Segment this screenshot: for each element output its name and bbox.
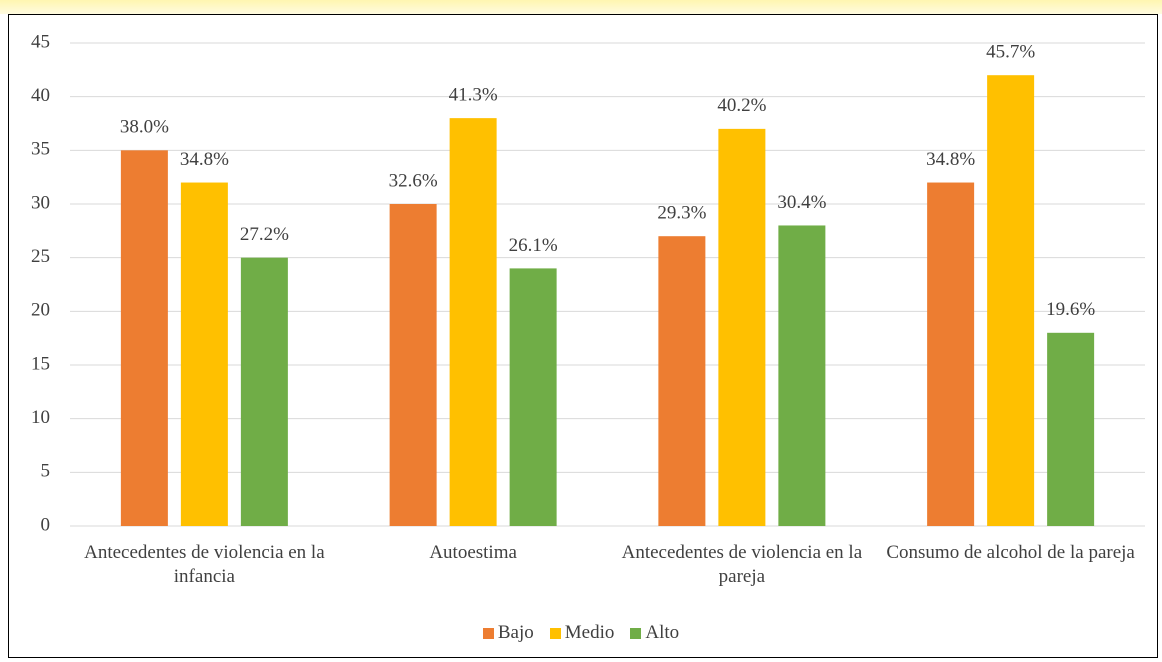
data-label: 40.2%: [717, 95, 766, 116]
y-tick-label: 40: [31, 85, 50, 106]
y-tick-label: 15: [31, 353, 50, 374]
data-label: 34.8%: [926, 149, 975, 170]
data-label: 38.0%: [120, 117, 169, 138]
legend: Bajo Medio Alto: [0, 622, 1162, 644]
bar: [180, 182, 228, 527]
data-label: 30.4%: [777, 192, 826, 213]
bar: [927, 182, 975, 527]
legend-item: Alto: [630, 622, 679, 644]
legend-label: Alto: [645, 622, 680, 643]
bar: [240, 257, 288, 526]
legend-swatch: [549, 627, 561, 639]
data-label: 27.2%: [240, 224, 289, 245]
bar: [718, 128, 766, 526]
legend-item: Bajo: [482, 622, 534, 644]
bar: [658, 236, 706, 526]
legend-label: Bajo: [497, 622, 534, 643]
data-label: 45.7%: [986, 42, 1035, 63]
y-tick-label: 45: [31, 31, 50, 52]
bar: [1047, 332, 1095, 526]
x-tick-label: Consumo de alcohol de la pareja: [886, 542, 1135, 563]
x-tick-label: Antecedentes de violencia en la pareja: [621, 542, 863, 587]
data-label: 34.8%: [180, 149, 229, 170]
y-tick-label: 30: [31, 192, 50, 213]
bar: [509, 268, 557, 526]
legend-item: Medio: [549, 622, 615, 644]
y-tick-label: 35: [31, 139, 50, 160]
y-tick-label: 10: [31, 407, 50, 428]
legend-label: Medio: [564, 622, 615, 643]
bar: [987, 75, 1035, 526]
data-label: 41.3%: [449, 84, 498, 105]
x-tick-label: Antecedentes de violencia en la infancia: [84, 542, 325, 587]
data-label: 19.6%: [1046, 299, 1095, 320]
y-tick-label: 5: [41, 461, 51, 482]
data-label: 29.3%: [657, 203, 706, 224]
data-label: 32.6%: [389, 170, 438, 191]
y-tick-label: 25: [31, 246, 50, 267]
x-tick-label: Autoestima: [429, 542, 517, 563]
bar: [449, 118, 497, 526]
data-label: 26.1%: [509, 235, 558, 256]
legend-swatch: [482, 627, 494, 639]
bar: [120, 150, 168, 527]
bar: [778, 225, 826, 526]
y-tick-label: 20: [31, 300, 50, 321]
bar: [389, 204, 437, 526]
y-tick-label: 0: [41, 514, 51, 535]
legend-swatch: [630, 627, 642, 639]
